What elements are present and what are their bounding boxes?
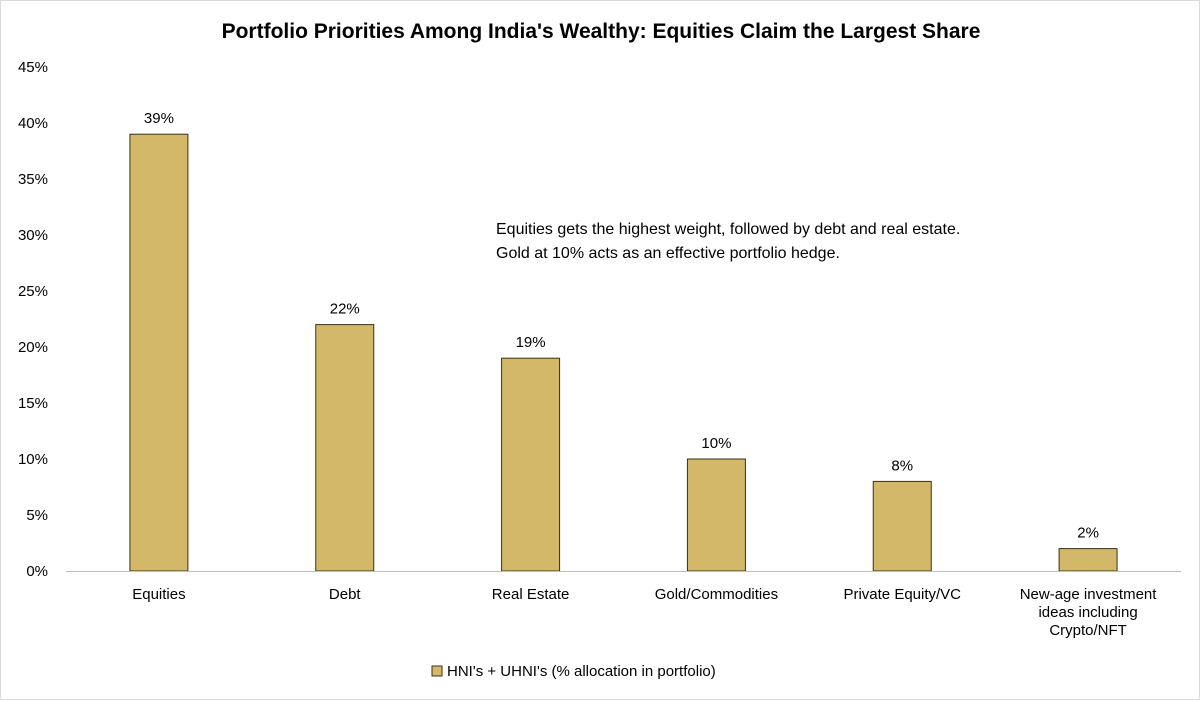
- bar: [501, 357, 561, 572]
- annotation-line-2: Gold at 10% acts as an effective portfol…: [496, 245, 840, 262]
- y-tick-label: 45%: [18, 59, 48, 76]
- data-label: 39%: [144, 110, 174, 127]
- bar: [686, 458, 746, 572]
- y-tick-label: 25%: [18, 283, 48, 300]
- data-label: 2%: [1077, 525, 1099, 542]
- x-tick-label: Debt: [329, 586, 362, 603]
- data-label: 10%: [701, 435, 731, 452]
- legend-label: HNI's + UHNI's (% allocation in portfoli…: [447, 663, 716, 680]
- data-label: 19%: [516, 334, 546, 351]
- data-label: 8%: [891, 457, 913, 474]
- bar: [315, 324, 375, 572]
- bar: [872, 480, 932, 572]
- data-label: 22%: [330, 301, 360, 318]
- x-tick-label: Real Estate: [492, 586, 570, 603]
- y-tick-label: 35%: [18, 171, 48, 188]
- x-tick-label: Gold/Commodities: [655, 586, 778, 603]
- annotation-line-1: Equities gets the highest weight, follow…: [496, 221, 960, 238]
- legend-swatch: [431, 665, 443, 677]
- bar: [1058, 548, 1118, 572]
- y-tick-label: 0%: [26, 563, 48, 580]
- legend: HNI's + UHNI's (% allocation in portfoli…: [431, 663, 716, 680]
- y-tick-label: 20%: [18, 339, 48, 356]
- y-tick-label: 5%: [26, 507, 48, 524]
- y-tick-label: 40%: [18, 115, 48, 132]
- y-tick-label: 10%: [18, 451, 48, 468]
- y-tick-label: 15%: [18, 395, 48, 412]
- y-tick-label: 30%: [18, 227, 48, 244]
- x-axis: Equities Debt Real Estate Gold/Commodities P…: [66, 571, 1181, 639]
- chart-title: Portfolio Priorities Among India's Wealt…: [222, 20, 981, 43]
- bars-group: 39% 22% 19% 10% 8% 2%: [129, 110, 1118, 572]
- x-tick-label: Private Equity/VC: [843, 586, 961, 603]
- bar: [129, 133, 189, 572]
- x-tick-label: Equities: [132, 586, 185, 603]
- x-tick-label: New-age investment ideas including Crypto/…: [1020, 586, 1158, 639]
- chart-annotation: Equities gets the highest weight, follow…: [496, 221, 960, 262]
- y-axis: 0% 5% 10% 15% 20% 25% 30% 35% 40% 45%: [18, 59, 48, 580]
